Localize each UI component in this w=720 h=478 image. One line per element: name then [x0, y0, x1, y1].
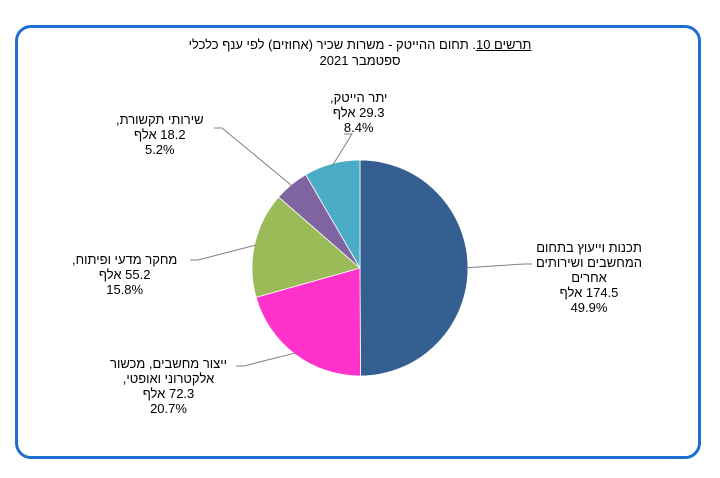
- chart-subtitle: ספטמבר 2021: [319, 53, 401, 68]
- pie-slice-0: [359, 159, 469, 377]
- slice-label-4-percent: 8.4%: [343, 120, 374, 135]
- leader-line-1: [236, 352, 297, 367]
- slice-label-0-line-1: המחשבים ושירותים: [536, 255, 643, 270]
- slice-label-3-line-0: שירותי תקשורת,: [116, 112, 204, 127]
- pie-slice-4: [305, 159, 361, 270]
- chart-title-text: . תחום ההייטק - משרות שכיר (אחוזים) לפי …: [188, 37, 476, 52]
- leader-line-3: [214, 127, 293, 187]
- pie-slice-2: [251, 196, 361, 298]
- slice-label-0-line-2: אחרים: [571, 270, 607, 285]
- chart-title: תרשים 10. תחום ההייטק - משרות שכיר (אחוז…: [0, 37, 720, 52]
- slice-label-4-line-0: יתר הייטק,: [330, 90, 388, 105]
- slice-label-3-percent: 5.2%: [144, 142, 175, 157]
- slice-label-1: ייצור מחשבים, מכשור אלקטרוני ואופטי, 72.…: [110, 356, 227, 416]
- pie-slice-1: [255, 267, 361, 377]
- slice-label-4-value: 29.3 אלף: [332, 105, 385, 120]
- slice-label-0: תכנות וייעוץ בתחום המחשבים ושירותים אחרי…: [536, 240, 642, 315]
- slice-label-2-value: 55.2 אלף: [98, 267, 151, 282]
- slice-label-3-value: 18.2 אלף: [134, 127, 186, 142]
- chart-title-label: תרשים 10: [475, 37, 532, 52]
- leader-line-4: [331, 133, 353, 166]
- leader-line-0: [465, 263, 532, 269]
- slice-label-0-value: 174.5 אלף: [559, 285, 619, 300]
- slice-label-0-percent: 49.9%: [570, 300, 608, 315]
- slice-label-1-line-0: ייצור מחשבים, מכשור: [110, 356, 227, 371]
- slice-label-1-value: 72.3 אלף: [142, 386, 195, 401]
- slice-label-0-line-0: תכנות וייעוץ בתחום: [536, 240, 642, 255]
- leader-line-2: [190, 244, 257, 261]
- slice-label-4: יתר הייטק, 29.3 אלף 8.4%: [330, 90, 387, 135]
- slice-label-2: מחקר מדעי ופיתוח, 55.2 אלף 15.8%: [72, 252, 177, 297]
- slice-label-2-line-0: מחקר מדעי ופיתוח,: [72, 252, 178, 267]
- slice-label-1-percent: 20.7%: [150, 401, 187, 416]
- slice-label-1-line-1: אלקטרוני ואופטי,: [122, 371, 215, 386]
- slice-label-3: שירותי תקשורת, 18.2 אלף 5.2%: [116, 112, 204, 157]
- chart-frame: [15, 25, 701, 459]
- slice-label-2-percent: 15.8%: [106, 282, 144, 297]
